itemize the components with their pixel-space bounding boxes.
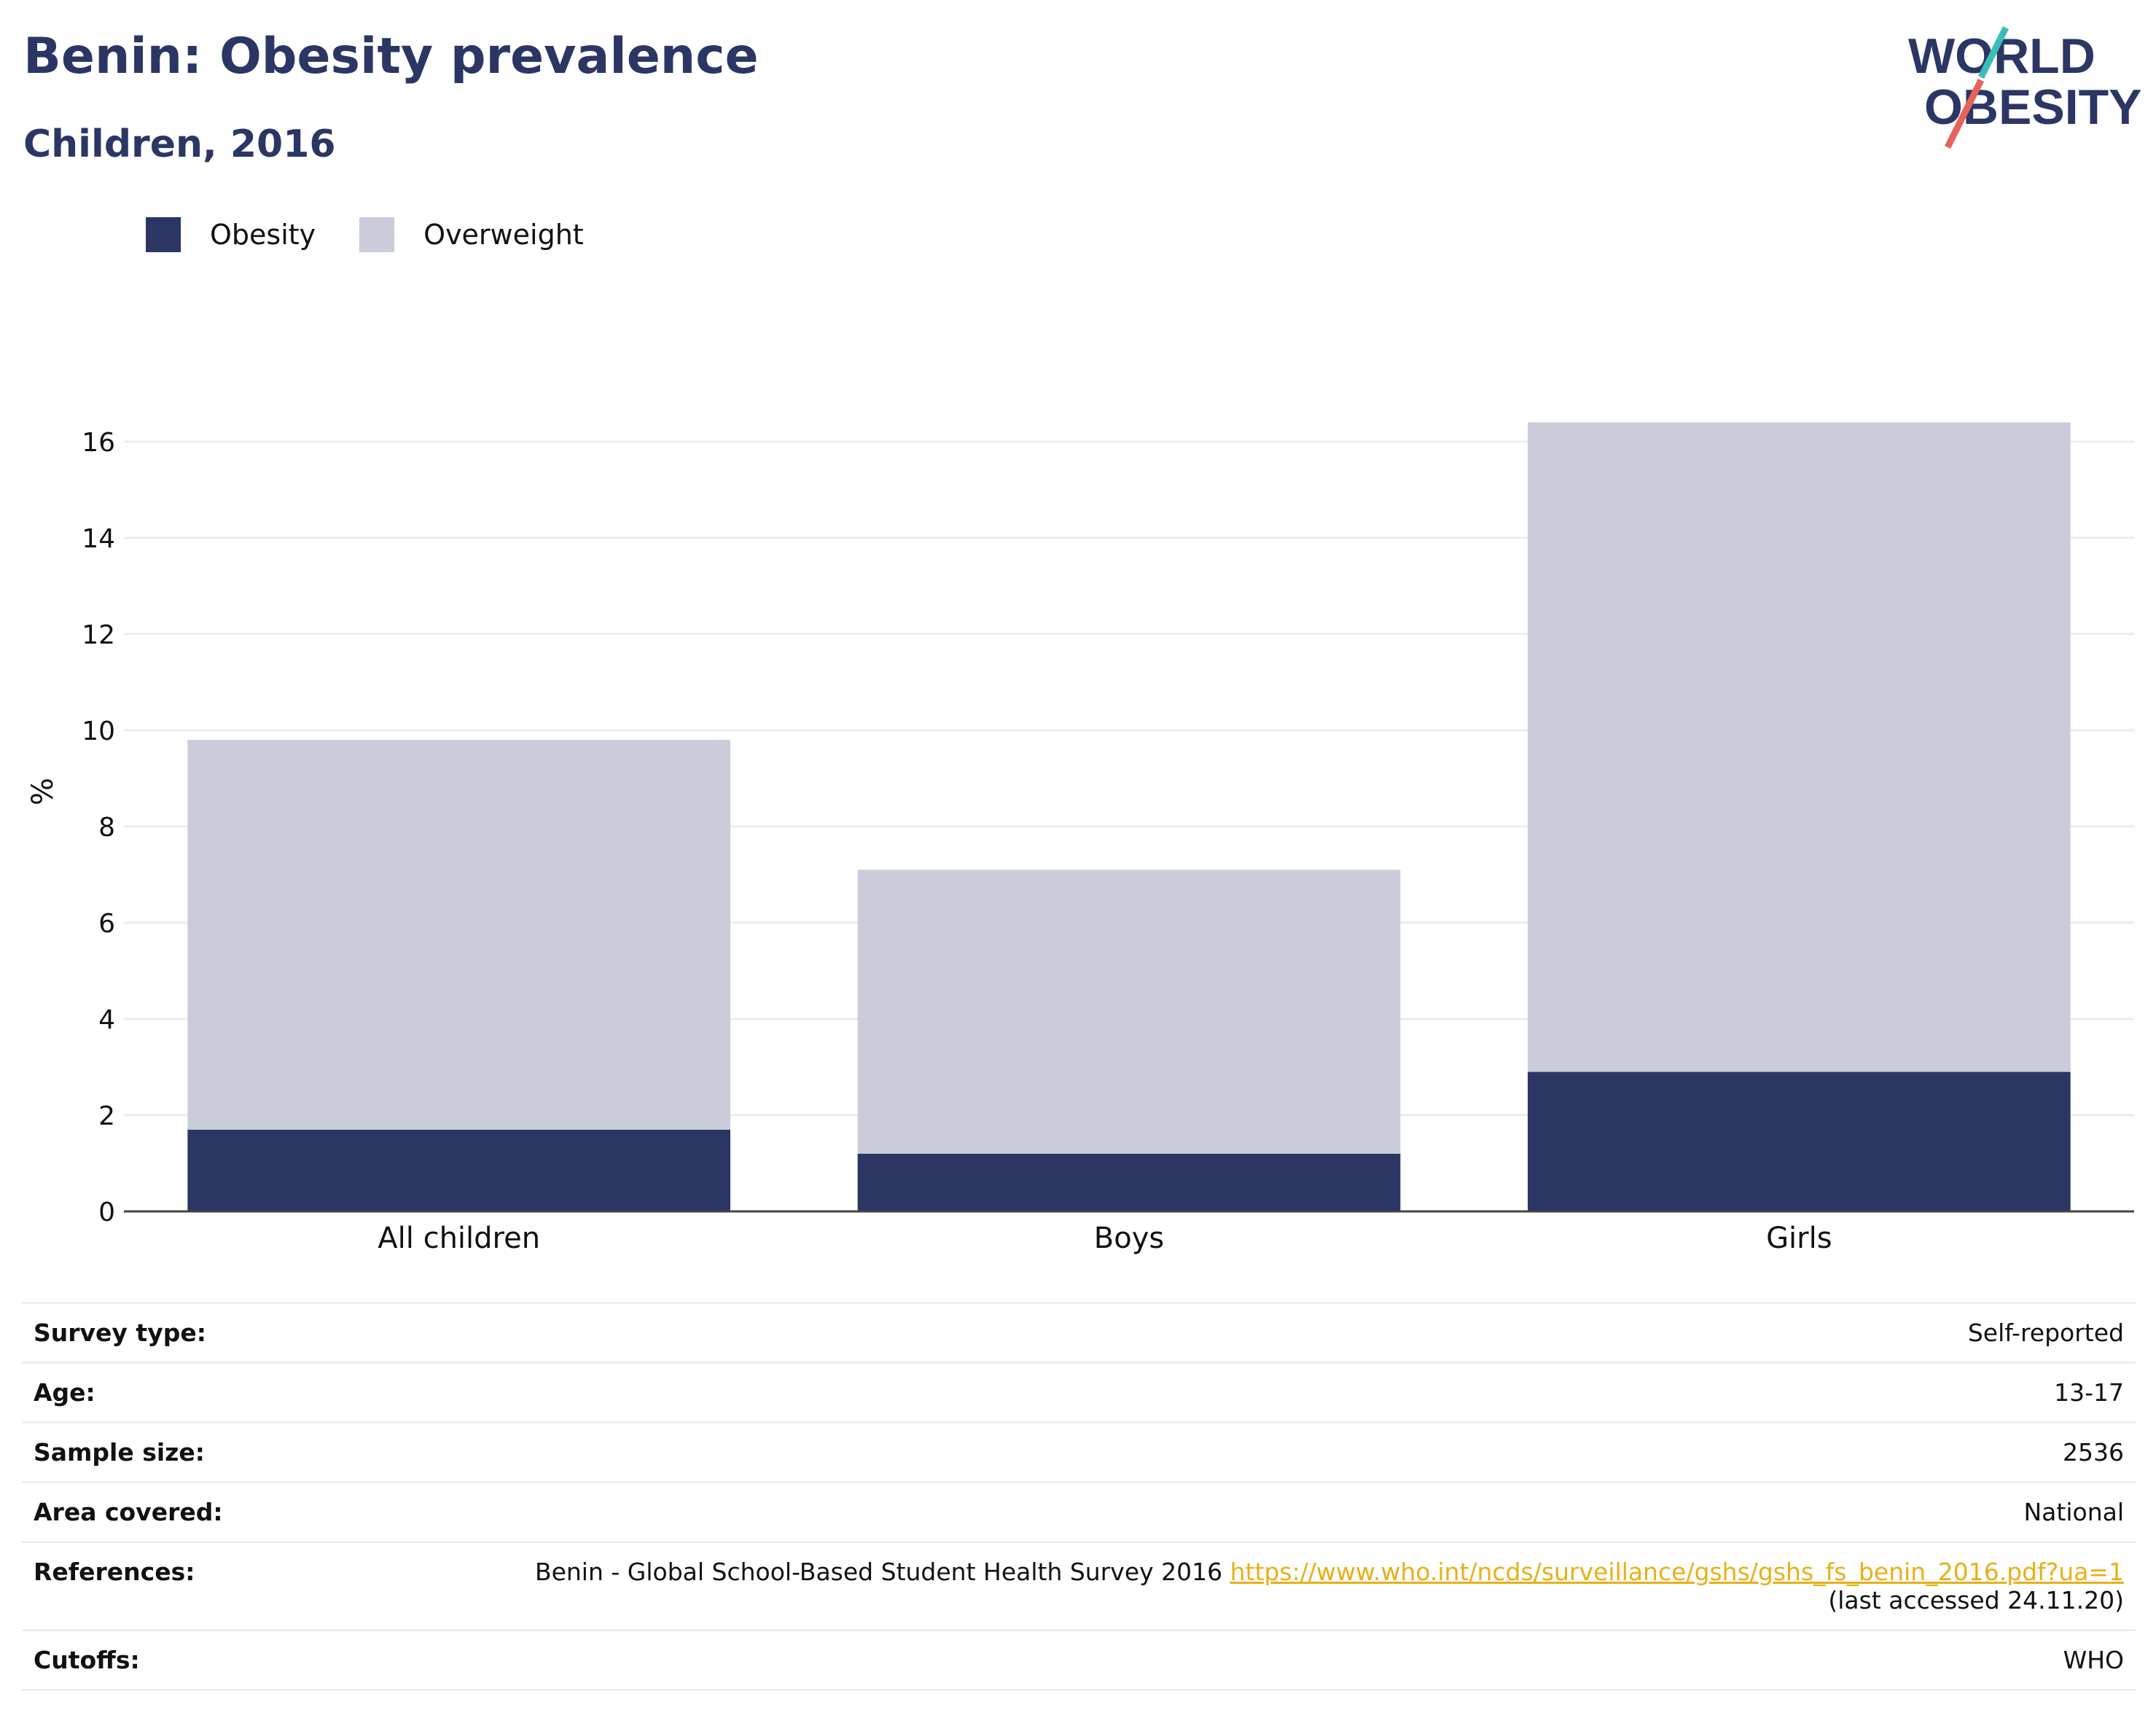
info-value: 2536 bbox=[337, 1421, 2136, 1483]
info-label: Survey type: bbox=[22, 1302, 337, 1363]
info-row-sample-size: Sample size: 2536 bbox=[22, 1421, 2136, 1483]
info-row-age: Age: 13-17 bbox=[22, 1362, 2136, 1423]
info-value: National bbox=[337, 1481, 2136, 1542]
bar-obesity-boys bbox=[857, 1153, 1401, 1211]
y-tick-label: 12 bbox=[82, 620, 115, 650]
info-row-survey-type: Survey type: Self-reported bbox=[22, 1302, 2136, 1363]
info-label: Age: bbox=[22, 1362, 337, 1423]
info-value: Benin - Global School-Based Student Heal… bbox=[337, 1541, 2136, 1630]
legend-swatch-overweight bbox=[359, 217, 395, 252]
logo-slash-teal bbox=[1977, 26, 2009, 79]
legend-item-overweight[interactable]: Overweight bbox=[359, 217, 584, 252]
y-tick-label: 4 bbox=[98, 1005, 115, 1035]
bar-obesity-all-children bbox=[187, 1129, 730, 1211]
legend-swatch-obesity bbox=[146, 217, 181, 252]
logo-slash-red bbox=[1944, 78, 1985, 149]
y-tick-label: 6 bbox=[98, 909, 115, 939]
info-label: Area covered: bbox=[22, 1481, 337, 1542]
y-tick-label: 10 bbox=[82, 716, 115, 746]
legend-label-overweight: Overweight bbox=[423, 219, 584, 251]
bar-chart: 0 2 4 6 8 10 12 14 16% All children Boys Girls bbox=[26, 422, 2134, 1255]
info-value: WHO bbox=[337, 1629, 2136, 1691]
info-label: Cutoffs: bbox=[22, 1629, 337, 1691]
y-axis-label: % bbox=[26, 778, 60, 805]
y-tick-label: 16 bbox=[82, 428, 115, 458]
x-tick-label: Boys bbox=[1094, 1222, 1164, 1255]
info-row-cutoffs: Cutoffs: WHO bbox=[22, 1629, 2136, 1691]
legend-item-obesity[interactable]: Obesity bbox=[146, 217, 316, 252]
info-value: 13-17 bbox=[337, 1362, 2136, 1423]
world-obesity-logo: WORLD OBESITY bbox=[1908, 26, 2142, 149]
info-label: Sample size: bbox=[22, 1421, 337, 1483]
info-row-area-covered: Area covered: National bbox=[22, 1481, 2136, 1542]
x-tick-label: Girls bbox=[1766, 1222, 1832, 1255]
page-subtitle: Children, 2016 bbox=[23, 122, 336, 166]
y-tick-label: 8 bbox=[98, 813, 115, 843]
page-title: Benin: Obesity prevalence bbox=[23, 28, 759, 85]
survey-info-table: Survey type: Self-reported Age: 13-17 Sa… bbox=[22, 1302, 2136, 1691]
bar-overweight-girls bbox=[1528, 422, 2071, 1072]
bar-overweight-boys bbox=[857, 870, 1401, 1154]
info-value: Self-reported bbox=[337, 1302, 2136, 1363]
reference-text: Benin - Global School-Based Student Heal… bbox=[534, 1558, 1223, 1586]
y-tick-label: 0 bbox=[98, 1198, 115, 1227]
bar-obesity-girls bbox=[1528, 1071, 2071, 1211]
chart-legend: Obesity Overweight bbox=[146, 213, 628, 257]
reference-accessed: (last accessed 24.11.20) bbox=[1828, 1586, 2124, 1614]
y-tick-label: 2 bbox=[98, 1101, 115, 1131]
bar-overweight-all-children bbox=[187, 740, 730, 1130]
info-label: References: bbox=[22, 1541, 337, 1630]
info-row-references: References: Benin - Global School-Based … bbox=[22, 1541, 2136, 1630]
x-tick-label: All children bbox=[378, 1222, 540, 1255]
reference-link[interactable]: https://www.who.int/ncds/surveillance/gs… bbox=[1230, 1558, 2124, 1586]
legend-label-obesity: Obesity bbox=[210, 219, 316, 251]
y-tick-label: 14 bbox=[82, 524, 115, 554]
